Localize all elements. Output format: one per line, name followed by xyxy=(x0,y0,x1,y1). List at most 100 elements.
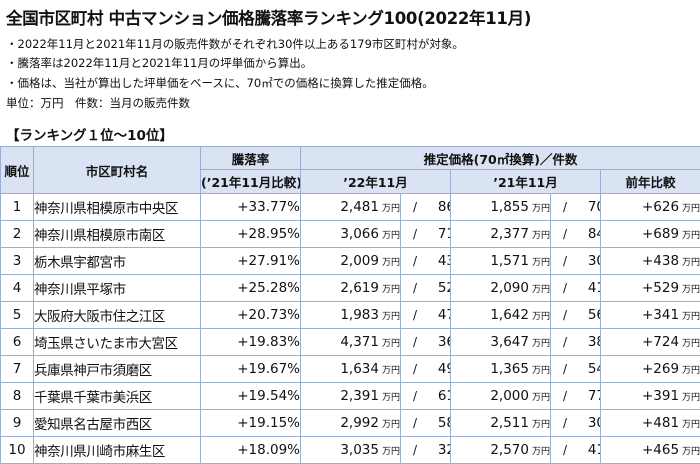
rank-cell: 6 xyxy=(1,329,34,356)
unit-label: 万円 xyxy=(532,447,550,457)
price-value: 2,992 xyxy=(340,415,379,431)
unit-label: 万円 xyxy=(382,366,400,376)
slash-separator: / xyxy=(551,227,579,241)
count-2021-cell: /70件 xyxy=(551,194,601,221)
count-value: 43 xyxy=(429,253,451,269)
table-row: 5大阪府大阪市住之江区+20.73%1,983万円/47件1,642万円/56件… xyxy=(1,302,700,329)
unit-label: 万円 xyxy=(532,285,550,295)
count-value: 47 xyxy=(429,307,451,323)
unit-label: 万円 xyxy=(382,420,400,430)
slash-separator: / xyxy=(401,254,429,268)
unit-label: 万円 xyxy=(532,258,550,268)
count-value: 38 xyxy=(579,334,601,350)
unit-label: 万円 xyxy=(532,420,550,430)
price-value: 1,983 xyxy=(340,307,379,323)
count-2022-cell: /47件 xyxy=(401,302,451,329)
count-2022-cell: /36件 xyxy=(401,329,451,356)
unit-label: 万円 xyxy=(382,258,400,268)
yoy-value: +465 xyxy=(642,442,679,458)
city-cell: 神奈川県平塚市 xyxy=(34,275,201,302)
count-value: 56 xyxy=(579,307,601,323)
count-value: 36 xyxy=(429,334,451,350)
price-value: 2,570 xyxy=(490,442,529,458)
count-value: 58 xyxy=(429,415,451,431)
unit-label: 万円 xyxy=(682,366,700,376)
rank-cell: 3 xyxy=(1,248,34,275)
unit-label: 万円 xyxy=(382,312,400,322)
header-2022-nov: ’22年11月 xyxy=(301,170,451,194)
count-value: 41 xyxy=(579,442,601,458)
price-value: 2,000 xyxy=(490,388,529,404)
table-row: 6埼玉県さいたま市大宮区+19.83%4,371万円/36件3,647万円/38… xyxy=(1,329,700,356)
count-2021-cell: /41件 xyxy=(551,437,601,464)
count-2022-cell: /61件 xyxy=(401,383,451,410)
city-cell: 神奈川県相模原市南区 xyxy=(34,221,201,248)
count-value: 61 xyxy=(429,388,451,404)
header-rank: 順位 xyxy=(1,147,34,194)
count-2022-cell: /71件 xyxy=(401,221,451,248)
slash-separator: / xyxy=(401,389,429,403)
rank-cell: 4 xyxy=(1,275,34,302)
slash-separator: / xyxy=(401,200,429,214)
unit-label: 万円 xyxy=(382,285,400,295)
slash-separator: / xyxy=(401,227,429,241)
slash-separator: / xyxy=(551,389,579,403)
count-2021-cell: /56件 xyxy=(551,302,601,329)
rank-cell: 2 xyxy=(1,221,34,248)
table-row: 1神奈川県相模原市中央区+33.77%2,481万円/86件1,855万円/70… xyxy=(1,194,700,221)
unit-label: 万円 xyxy=(382,339,400,349)
slash-separator: / xyxy=(551,443,579,457)
city-cell: 神奈川県川崎市麻生区 xyxy=(34,437,201,464)
price-value: 3,035 xyxy=(340,442,379,458)
unit-label: 万円 xyxy=(682,393,700,403)
city-cell: 大阪府大阪市住之江区 xyxy=(34,302,201,329)
rank-cell: 8 xyxy=(1,383,34,410)
rate-cell: +19.83% xyxy=(201,329,301,356)
unit-label: 万円 xyxy=(532,339,550,349)
count-2021-cell: /77件 xyxy=(551,383,601,410)
slash-separator: / xyxy=(401,281,429,295)
price-value: 1,642 xyxy=(490,307,529,323)
city-cell: 兵庫県神戸市須磨区 xyxy=(34,356,201,383)
unit-label: 万円 xyxy=(682,420,700,430)
count-2022-cell: /58件 xyxy=(401,410,451,437)
unit-label: 万円 xyxy=(532,366,550,376)
yoy-value: +341 xyxy=(642,307,679,323)
price-value: 1,571 xyxy=(490,253,529,269)
yoy-value: +269 xyxy=(642,361,679,377)
rank-cell: 9 xyxy=(1,410,34,437)
price-value: 2,511 xyxy=(490,415,529,431)
slash-separator: / xyxy=(551,281,579,295)
unit-label: 万円 xyxy=(532,312,550,322)
table-row: 8千葉県千葉市美浜区+19.54%2,391万円/61件2,000万円/77件+… xyxy=(1,383,700,410)
count-value: 86 xyxy=(429,199,451,215)
unit-label: 万円 xyxy=(682,447,700,457)
unit-label: 万円 xyxy=(532,393,550,403)
unit-label: 万円 xyxy=(682,339,700,349)
count-value: 70 xyxy=(579,199,601,215)
count-value: 30 xyxy=(579,253,601,269)
table-row: 3栃木県宇都宮市+27.91%2,009万円/43件1,571万円/30件+43… xyxy=(1,248,700,275)
slash-separator: / xyxy=(401,335,429,349)
rank-cell: 1 xyxy=(1,194,34,221)
rate-cell: +19.67% xyxy=(201,356,301,383)
price-value: 2,377 xyxy=(490,226,529,242)
slash-separator: / xyxy=(401,362,429,376)
unit-label: 万円 xyxy=(532,204,550,214)
unit-label: 万円 xyxy=(682,231,700,241)
yoy-value: +724 xyxy=(642,334,679,350)
price-value: 2,619 xyxy=(340,280,379,296)
rate-cell: +28.95% xyxy=(201,221,301,248)
city-cell: 愛知県名古屋市西区 xyxy=(34,410,201,437)
